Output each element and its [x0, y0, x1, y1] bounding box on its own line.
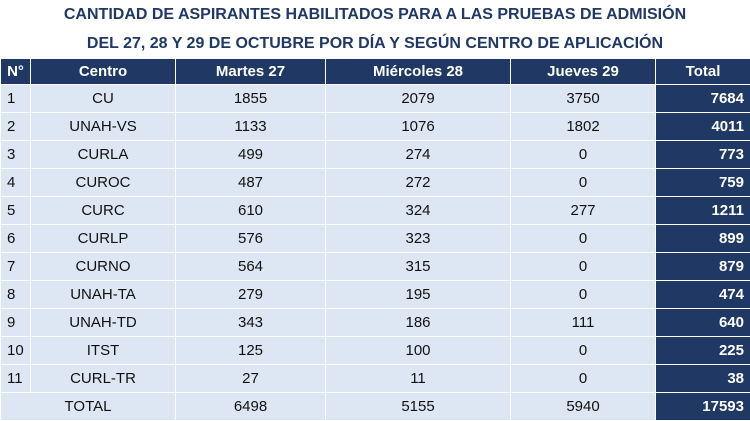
- cell: 1855: [176, 85, 326, 113]
- cell: 1211: [656, 197, 750, 225]
- cell: 879: [656, 253, 750, 281]
- cell: 11: [1, 365, 31, 393]
- cell: CURLA: [31, 141, 176, 169]
- cell: 27: [176, 365, 326, 393]
- cell: ITST: [31, 337, 176, 365]
- cell: 474: [656, 281, 750, 309]
- cell: 6: [1, 225, 31, 253]
- cell: CUROC: [31, 169, 176, 197]
- cell: 487: [176, 169, 326, 197]
- cell: 225: [656, 337, 750, 365]
- total-cell: 6498: [176, 393, 326, 421]
- cell: 343: [176, 309, 326, 337]
- cell: 274: [326, 141, 511, 169]
- cell: 0: [511, 281, 656, 309]
- column-header: N°: [1, 59, 31, 85]
- cell: 111: [511, 309, 656, 337]
- cell: 1802: [511, 113, 656, 141]
- cell: 640: [656, 309, 750, 337]
- cell: 499: [176, 141, 326, 169]
- cell: CURLP: [31, 225, 176, 253]
- cell: 0: [511, 365, 656, 393]
- cell: 0: [511, 141, 656, 169]
- cell: 10: [1, 337, 31, 365]
- cell: 38: [656, 365, 750, 393]
- cell: 125: [176, 337, 326, 365]
- cell: UNAH-TD: [31, 309, 176, 337]
- cell: 0: [511, 169, 656, 197]
- column-header: Centro: [31, 59, 176, 85]
- column-header: Total: [656, 59, 750, 85]
- total-cell: 17593: [656, 393, 750, 421]
- cell: 899: [656, 225, 750, 253]
- cell: 576: [176, 225, 326, 253]
- cell: 0: [511, 225, 656, 253]
- cell: 324: [326, 197, 511, 225]
- cell: 186: [326, 309, 511, 337]
- cell: CU: [31, 85, 176, 113]
- total-cell: 5155: [326, 393, 511, 421]
- total-label: TOTAL: [1, 393, 176, 421]
- cell: 7: [1, 253, 31, 281]
- cell: 11: [326, 365, 511, 393]
- cell: 272: [326, 169, 511, 197]
- cell: 4: [1, 169, 31, 197]
- cell: 773: [656, 141, 750, 169]
- title: CANTIDAD DE ASPIRANTES HABILITADOS PARA …: [0, 0, 750, 30]
- cell: 323: [326, 225, 511, 253]
- column-header: Jueves 29: [511, 59, 656, 85]
- cell: 9: [1, 309, 31, 337]
- subtitle: DEL 27, 28 Y 29 DE OCTUBRE POR DÍA Y SEG…: [0, 30, 750, 58]
- cell: UNAH-TA: [31, 281, 176, 309]
- cell: 315: [326, 253, 511, 281]
- cell: CURL-TR: [31, 365, 176, 393]
- cell: 7684: [656, 85, 750, 113]
- cell: 564: [176, 253, 326, 281]
- cell: 1076: [326, 113, 511, 141]
- cell: 759: [656, 169, 750, 197]
- cell: CURNO: [31, 253, 176, 281]
- cell: UNAH-VS: [31, 113, 176, 141]
- cell: 610: [176, 197, 326, 225]
- cell: 1133: [176, 113, 326, 141]
- cell: 0: [511, 337, 656, 365]
- cell: 3: [1, 141, 31, 169]
- total-cell: 5940: [511, 393, 656, 421]
- cell: 100: [326, 337, 511, 365]
- cell: 279: [176, 281, 326, 309]
- cell: 2: [1, 113, 31, 141]
- cell: 1: [1, 85, 31, 113]
- cell: 3750: [511, 85, 656, 113]
- cell: 5: [1, 197, 31, 225]
- column-header: Martes 27: [176, 59, 326, 85]
- cell: CURC: [31, 197, 176, 225]
- cell: 8: [1, 281, 31, 309]
- cell: 4011: [656, 113, 750, 141]
- cell: 277: [511, 197, 656, 225]
- cell: 195: [326, 281, 511, 309]
- column-header: Miércoles 28: [326, 59, 511, 85]
- cell: 0: [511, 253, 656, 281]
- cell: 2079: [326, 85, 511, 113]
